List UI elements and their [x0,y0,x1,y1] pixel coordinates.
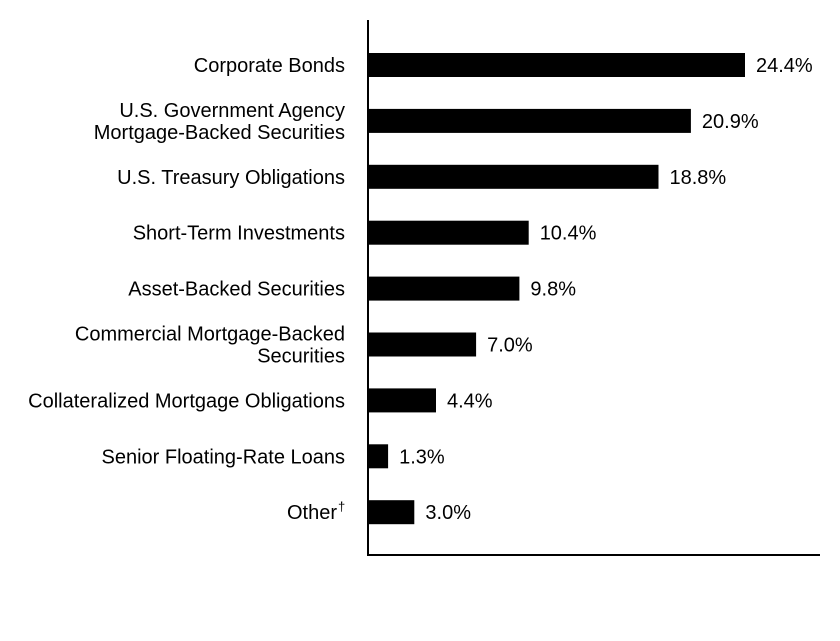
category-label: Commercial Mortgage-Backed [75,324,345,346]
bar [368,500,415,525]
bar-value-label: 4.4% [447,390,493,412]
bar-value-label: 10.4% [540,223,597,245]
bar [368,220,529,245]
bars-layer [368,53,745,525]
bar-value-label: 20.9% [702,111,759,133]
bar [368,53,745,77]
bar [368,444,389,469]
category-label: Asset-Backed Securities [128,279,345,301]
bar-value-label: 3.0% [425,502,471,524]
bar [368,276,520,301]
category-label: Corporate Bonds [194,55,345,77]
labels-layer: 24.4% Corporate Bonds 20.9% U.S. Government… [28,55,813,524]
category-label: Other [287,502,337,524]
category-label-superscript: † [338,499,345,514]
category-label: Mortgage-Backed Securities [94,122,345,144]
bar [368,108,691,133]
category-label: U.S. Government Agency [119,100,345,122]
category-label: Short-Term Investments [133,223,345,245]
bar-value-label: 1.3% [399,446,445,468]
bar-value-label: 24.4% [756,55,813,77]
bar [368,388,436,413]
category-label: Senior Floating-Rate Loans [102,446,345,468]
bar [368,164,659,189]
bar-value-label: 18.8% [670,167,727,189]
category-label: U.S. Treasury Obligations [117,167,345,189]
bar-value-label: 7.0% [487,335,533,357]
bar [368,332,477,357]
category-label: Securities [257,346,345,368]
bar-value-label: 9.8% [530,279,576,301]
category-label: Collateralized Mortgage Obligations [28,390,345,412]
